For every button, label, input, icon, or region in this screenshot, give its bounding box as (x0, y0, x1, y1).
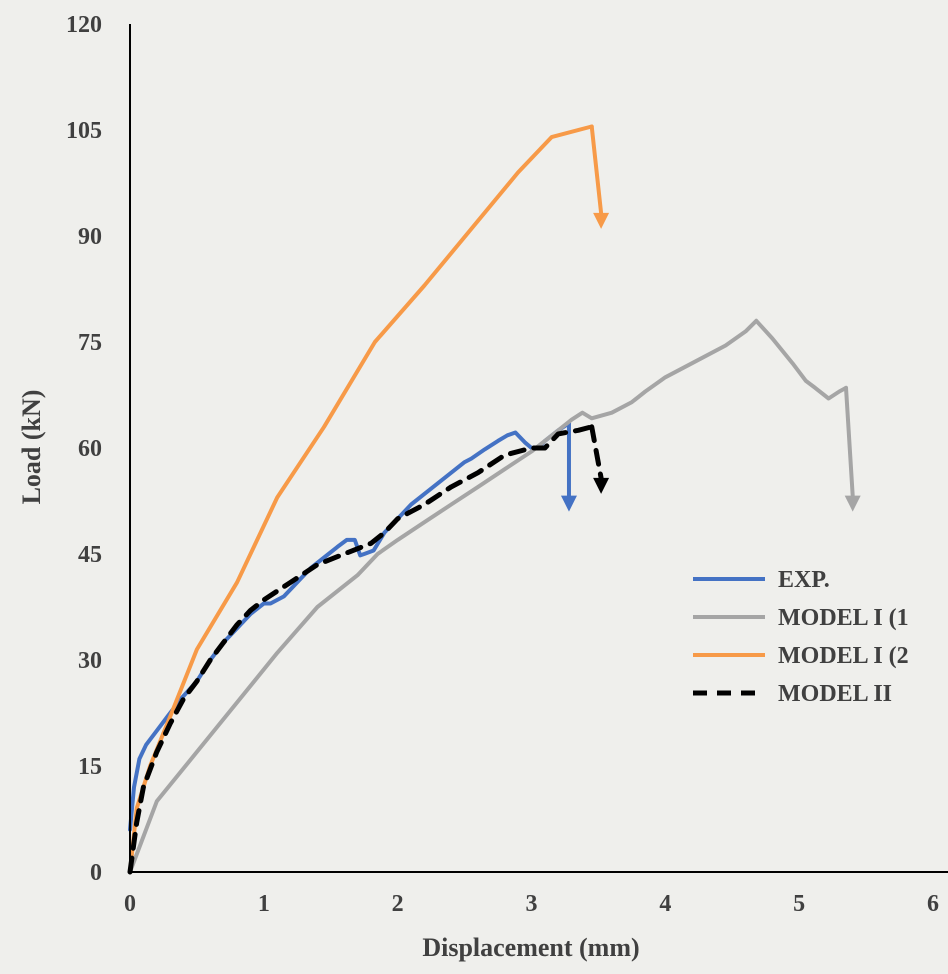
series-4-failure-drop (589, 424, 604, 481)
y-tick-label: 0 (90, 860, 102, 886)
y-tick-label: 15 (78, 754, 102, 780)
legend: EXP. MODEL I (1 MODEL I (2 MODEL II (693, 567, 909, 707)
y-tick-label: 75 (78, 330, 102, 356)
y-tick-label: 120 (66, 12, 102, 38)
series-2-failure-arrowhead (844, 495, 861, 512)
plot-area (127, 124, 861, 875)
legend-label-2: MODEL I (1 (778, 605, 909, 631)
series-2-line (128, 318, 848, 874)
x-tick-label: 1 (258, 891, 270, 917)
legend-label-3: MODEL I (2 (778, 643, 909, 669)
x-tick-label: 5 (793, 891, 805, 917)
y-tick-label: 30 (78, 648, 102, 674)
axes (129, 24, 948, 873)
series-3-failure-arrowhead (593, 212, 610, 229)
x-tick-label: 2 (392, 891, 404, 917)
x-tick-label: 0 (124, 891, 136, 917)
y-tick-label: 90 (78, 224, 102, 250)
series-3-failure-drop (589, 124, 604, 215)
series-4-failure-arrowhead (593, 477, 610, 494)
legend-label-1: EXP. (778, 567, 830, 593)
y-tick-label: 105 (66, 118, 102, 144)
y-axis-title: Load (kN) (17, 390, 46, 505)
series-3-line (128, 124, 594, 874)
series-1-failure-arrowhead (560, 495, 577, 512)
x-tick-label: 3 (526, 891, 538, 917)
legend-label-4: MODEL II (778, 681, 892, 707)
series-4-line (127, 424, 595, 875)
series-2-failure-drop (844, 385, 855, 498)
series-1-line (128, 421, 571, 832)
x-tick-label: 4 (659, 891, 671, 917)
x-axis-title: Displacement (mm) (422, 933, 639, 962)
y-tick-label: 45 (78, 542, 102, 568)
x-tick-label: 6 (927, 891, 939, 917)
y-tick-label: 60 (78, 436, 102, 462)
